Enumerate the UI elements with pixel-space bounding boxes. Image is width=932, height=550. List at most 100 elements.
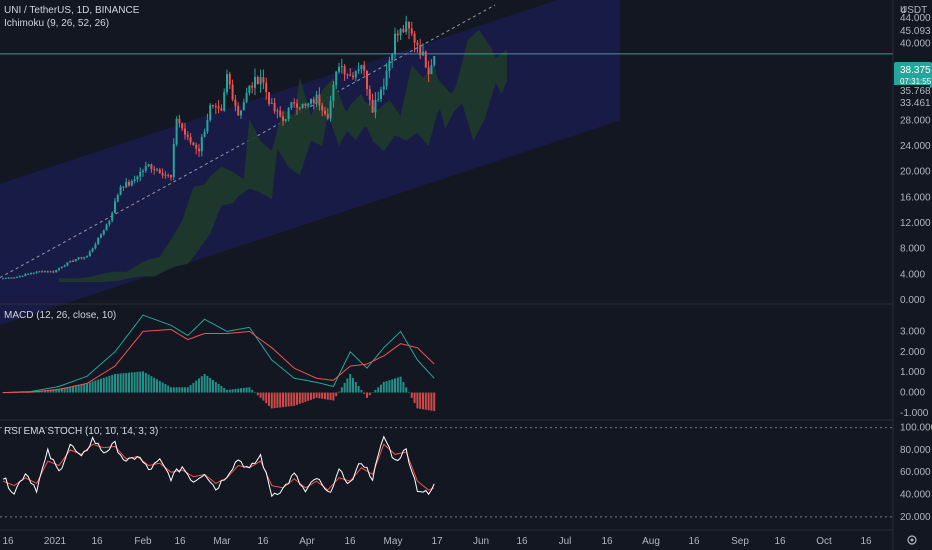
macd-histogram-bar <box>270 392 273 409</box>
macd-histogram-bar <box>366 392 368 398</box>
time-tick-label: Aug <box>642 536 660 547</box>
candle-body <box>7 277 10 279</box>
macd-histogram-bar <box>189 385 192 393</box>
candle-body <box>91 248 94 252</box>
macd-pane[interactable] <box>0 303 893 412</box>
candle-body <box>324 110 326 114</box>
macd-histogram-bar <box>394 378 396 393</box>
candle-body <box>349 74 352 76</box>
macd-histogram-bar <box>175 387 178 393</box>
candle-body <box>343 65 346 75</box>
candle-body <box>413 33 416 43</box>
candle-body <box>338 66 340 72</box>
currency-label: USDT <box>900 5 927 16</box>
macd-legend[interactable]: MACD (12, 26, close, 10) <box>4 310 116 321</box>
price-pane[interactable] <box>0 0 893 326</box>
macd-histogram-bar <box>254 392 256 394</box>
macd-histogram-bar <box>153 377 156 393</box>
candle-body <box>287 108 290 120</box>
macd-histogram-bar <box>237 388 240 393</box>
macd-histogram-bar <box>214 381 217 393</box>
candle-body <box>139 171 142 177</box>
candle-body <box>282 116 284 121</box>
macd-histogram-bar <box>77 384 80 393</box>
candle-body <box>77 257 80 260</box>
candle-body <box>164 174 167 176</box>
macd-histogram-bar <box>147 374 150 393</box>
macd-histogram-bar <box>172 387 175 393</box>
ichimoku-cloud <box>59 30 507 282</box>
candle-body <box>158 169 161 174</box>
rsi-pane[interactable] <box>0 419 893 518</box>
macd-histogram-bar <box>231 389 234 393</box>
price-tick-label: 20.000 <box>900 167 931 178</box>
candle-body <box>217 106 220 109</box>
price-tick-label: 44.000 <box>900 13 931 24</box>
candle-body <box>368 89 371 100</box>
current-price-badge <box>894 62 932 88</box>
macd-histogram-bar <box>220 385 223 393</box>
candle-body <box>83 257 86 259</box>
candle-body <box>58 268 60 270</box>
candle-body <box>144 166 147 171</box>
candle-body <box>206 120 209 132</box>
price-tick-label: 24.000 <box>900 141 931 152</box>
macd-histogram-bar <box>2 392 4 394</box>
candle-body <box>371 99 374 113</box>
candle-body <box>416 42 419 46</box>
macd-histogram-bar <box>200 376 203 393</box>
candle-body <box>340 65 343 67</box>
stoch-k-line <box>2 435 435 498</box>
ichimoku-legend[interactable]: Ichimoku (9, 26, 52, 26) <box>4 18 109 29</box>
low-price-label: 33.461 <box>900 98 931 109</box>
macd-histogram-bar <box>346 378 349 393</box>
macd-tick-label: -1.000 <box>900 408 929 419</box>
candle-body <box>307 103 310 106</box>
macd-histogram-bar <box>433 392 436 412</box>
candle-body <box>178 118 181 124</box>
macd-histogram-bar <box>377 387 380 393</box>
settings-gear-icon[interactable] <box>907 535 917 545</box>
price-axis[interactable]: 0.000 4.000 8.000 12.000 16.000 20.000 24.000 2… <box>892 0 932 550</box>
macd-histogram-bar <box>251 389 254 393</box>
macd-histogram-bar <box>385 381 388 393</box>
time-axis[interactable]: 16 2021 16 Feb 16 Mar 16 Apr 16 May 17 Jun 16 Jul 16 Au… <box>0 529 917 547</box>
macd-histogram-bar <box>301 392 304 403</box>
macd-histogram-bar <box>391 379 394 393</box>
macd-histogram-bar <box>419 392 422 409</box>
rsi-legend[interactable]: RSI EMA STOCH (10, 10, 14, 3, 3) <box>4 426 158 437</box>
candle-body <box>254 76 256 88</box>
macd-histogram-bar <box>55 388 58 393</box>
macd-histogram-bar <box>338 391 340 393</box>
macd-histogram-bar <box>195 380 198 393</box>
candle-body <box>262 77 265 83</box>
candle-body <box>360 65 363 70</box>
current-price-label: 38.375 <box>900 65 931 76</box>
candle-body <box>391 54 394 61</box>
candle-body <box>332 84 335 101</box>
macd-histogram-bar <box>150 376 153 393</box>
candle-body <box>419 45 422 56</box>
macd-histogram-bar <box>60 388 63 393</box>
countdown-label: 07:31:55 <box>900 77 932 86</box>
candle-body <box>108 220 111 225</box>
candle-body <box>248 85 251 93</box>
candle-body <box>80 257 83 259</box>
candle-body <box>147 164 150 167</box>
candlestick-series <box>2 15 436 280</box>
macd-histogram-bar <box>287 392 290 407</box>
macd-histogram-bar <box>310 392 312 400</box>
macd-histogram-bar <box>363 392 366 394</box>
time-tick-label: 16 <box>344 536 356 547</box>
candle-body <box>161 173 164 176</box>
macd-histogram-bar <box>371 392 374 394</box>
macd-histogram-bar <box>139 371 142 393</box>
macd-histogram-bar <box>91 381 94 393</box>
macd-histogram-bar <box>142 371 144 393</box>
candle-body <box>209 105 212 121</box>
symbol-legend[interactable]: UNI / TetherUS, 1D, BINANCE <box>4 5 140 16</box>
candle-body <box>354 70 357 78</box>
macd-tick-label: 0.000 <box>900 388 925 399</box>
rsi-tick-label: 80.000 <box>900 445 931 456</box>
